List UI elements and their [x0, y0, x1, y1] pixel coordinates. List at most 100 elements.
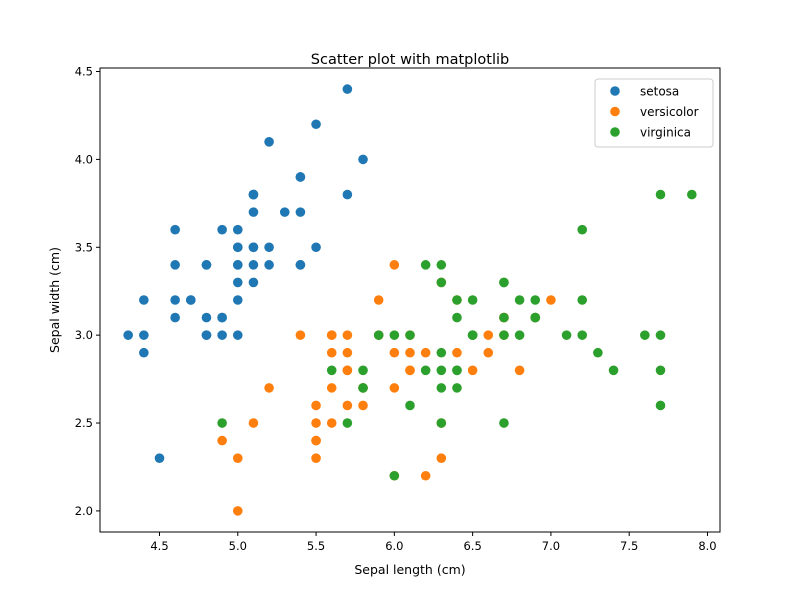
data-point-virginica	[326, 365, 337, 376]
legend-label-virginica: virginica	[640, 126, 691, 140]
data-point-virginica	[467, 295, 478, 305]
data-point-virginica	[655, 330, 666, 340]
data-point-setosa	[170, 260, 180, 270]
x-tick-label: 7.5	[620, 539, 638, 553]
data-point-setosa	[170, 224, 180, 235]
data-point-setosa	[170, 312, 180, 323]
data-point-setosa	[201, 330, 212, 340]
data-point-virginica	[420, 365, 431, 376]
data-point-virginica	[452, 312, 462, 323]
data-point-versicolor	[342, 330, 353, 340]
data-point-versicolor	[389, 383, 400, 393]
data-point-virginica	[217, 418, 227, 428]
data-point-virginica	[467, 330, 478, 340]
data-point-virginica	[452, 365, 462, 376]
data-point-versicolor	[311, 418, 321, 428]
data-point-versicolor	[389, 260, 400, 270]
data-point-versicolor	[248, 418, 259, 428]
axes-frame	[99, 67, 721, 533]
data-point-versicolor	[311, 400, 321, 411]
data-point-virginica	[655, 189, 666, 200]
data-point-versicolor	[326, 418, 337, 428]
data-point-virginica	[436, 365, 447, 376]
data-point-versicolor	[420, 470, 431, 481]
data-point-versicolor	[405, 365, 415, 376]
data-point-versicolor	[311, 435, 321, 446]
data-point-setosa	[232, 295, 243, 305]
data-point-versicolor	[326, 330, 337, 340]
x-axis: 4.5 5.0 5.5 6.0 6.5 7.0 7.5 8.0	[150, 532, 717, 553]
data-point-versicolor	[295, 330, 306, 340]
data-point-virginica	[358, 383, 368, 393]
data-point-setosa	[311, 119, 321, 130]
data-point-versicolor	[217, 435, 227, 446]
data-point-versicolor	[483, 330, 494, 340]
data-point-setosa	[232, 260, 243, 270]
data-point-versicolor	[326, 383, 337, 393]
y-axis-label: Sepal width (cm)	[47, 247, 62, 353]
data-point-virginica	[436, 277, 447, 288]
data-point-setosa	[342, 189, 353, 200]
x-tick-label: 7.0	[542, 539, 560, 553]
data-point-setosa	[248, 207, 259, 217]
data-point-virginica	[389, 330, 400, 340]
data-point-virginica	[405, 330, 415, 340]
legend-marker-versicolor	[610, 106, 620, 117]
data-point-setosa	[311, 242, 321, 253]
legend: setosa versicolor virginica	[594, 78, 714, 148]
data-point-virginica	[452, 383, 462, 393]
data-point-virginica	[499, 312, 509, 323]
data-point-versicolor	[420, 347, 431, 358]
x-tick-label: 5.0	[229, 539, 247, 553]
data-point-setosa	[232, 330, 243, 340]
data-point-versicolor	[405, 347, 415, 358]
chart-title: Scatter plot with matplotlib	[311, 52, 509, 68]
data-point-virginica	[514, 295, 525, 305]
data-point-virginica	[593, 347, 603, 358]
data-point-setosa	[248, 242, 259, 253]
legend-label-setosa: setosa	[640, 85, 679, 99]
data-point-virginica	[499, 277, 509, 288]
data-point-setosa	[139, 330, 149, 340]
data-point-versicolor	[342, 347, 353, 358]
data-point-setosa	[217, 224, 227, 235]
data-point-versicolor	[232, 453, 243, 463]
data-point-virginica	[577, 295, 588, 305]
y-tick-label: 4.0	[75, 152, 93, 166]
data-point-versicolor	[546, 295, 556, 305]
data-point-virginica	[499, 330, 509, 340]
y-tick-label: 2.5	[75, 416, 93, 430]
data-point-setosa	[295, 172, 306, 182]
data-point-versicolor	[436, 453, 447, 463]
data-point-setosa	[232, 277, 243, 288]
data-point-setosa	[201, 312, 212, 323]
plot-area	[123, 84, 697, 516]
data-point-versicolor	[467, 365, 478, 376]
data-point-setosa	[123, 330, 133, 340]
data-point-virginica	[561, 330, 572, 340]
data-point-versicolor	[264, 383, 274, 393]
data-point-virginica	[436, 418, 447, 428]
y-tick-label: 2.0	[75, 504, 93, 518]
data-point-versicolor	[389, 347, 400, 358]
data-point-virginica	[514, 330, 525, 340]
x-tick-label: 8.0	[698, 539, 716, 553]
data-point-setosa	[342, 84, 353, 94]
data-point-setosa	[358, 154, 368, 165]
data-point-setosa	[295, 260, 306, 270]
data-point-virginica	[499, 418, 509, 428]
data-point-virginica	[342, 418, 353, 428]
data-point-virginica	[608, 365, 619, 376]
data-point-setosa	[232, 224, 243, 235]
data-point-versicolor	[452, 347, 462, 358]
data-point-setosa	[264, 137, 274, 147]
y-axis: 2.0 2.5 3.0 3.5 4.0 4.5	[75, 65, 100, 518]
data-point-virginica	[655, 400, 666, 411]
data-point-versicolor	[342, 365, 353, 376]
data-point-setosa	[295, 207, 306, 217]
data-point-setosa	[217, 312, 227, 323]
data-point-setosa	[264, 260, 274, 270]
x-tick-label: 6.5	[463, 539, 481, 553]
data-point-versicolor	[342, 400, 353, 411]
